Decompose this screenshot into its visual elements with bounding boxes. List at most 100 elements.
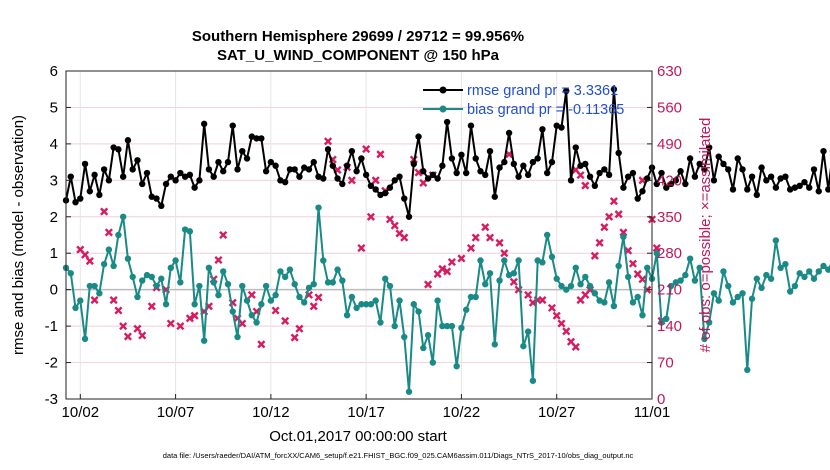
obs-marker: [419, 178, 428, 187]
bias-point: [539, 259, 546, 266]
bias-point: [134, 293, 141, 301]
rmse-point: [372, 186, 379, 193]
rmse-point: [624, 173, 632, 180]
obs-marker-stroke: [571, 165, 580, 174]
bias-point: [367, 301, 375, 308]
bias-point: [158, 275, 165, 282]
bias-point: [548, 253, 556, 261]
x-tick-label: 10/22: [443, 404, 481, 421]
bias-point: [234, 333, 241, 341]
obs-marker: [471, 233, 480, 242]
rmse-point: [458, 151, 465, 159]
bias-point: [462, 306, 470, 313]
bias-point: [248, 311, 256, 319]
rmse-point: [353, 168, 360, 175]
bias-point: [739, 290, 746, 297]
rmse-point: [72, 199, 79, 206]
obs-marker: [400, 233, 409, 242]
rmse-point: [443, 118, 451, 126]
rmse-point: [524, 171, 532, 179]
bias-point: [167, 264, 175, 271]
rmse-point: [129, 166, 136, 173]
bias-point: [815, 268, 822, 275]
rmse-point: [196, 177, 203, 184]
obs-marker-stroke: [214, 255, 223, 265]
bias-point: [277, 268, 284, 275]
bias-point: [296, 293, 303, 301]
obs-marker-stroke: [466, 243, 476, 253]
bias-point: [215, 291, 222, 299]
rmse-point: [272, 162, 279, 169]
obs-marker: [257, 340, 266, 349]
obs-marker: [133, 324, 142, 333]
x-axis-label: Oct.01,2017 00:00:00 start: [269, 428, 447, 445]
obs-marker: [500, 249, 509, 258]
rmse-point: [744, 186, 751, 193]
obs-marker-stroke: [571, 342, 580, 351]
rmse-point: [224, 158, 232, 166]
obs-marker: [495, 238, 504, 247]
right-y-tick-label: 140: [657, 318, 682, 335]
bias-point: [586, 282, 594, 290]
bias-point: [825, 266, 830, 273]
rmse-point: [691, 173, 699, 180]
right-y-tick-label: 490: [657, 136, 682, 153]
rmse-point: [534, 155, 541, 162]
rmse-point: [567, 177, 575, 184]
obs-marker: [109, 296, 118, 305]
obs-marker-stroke: [581, 181, 590, 190]
rmse-point: [391, 177, 398, 184]
x-axis: 10/02 10/07 10/12 10/17 10/22 10/27 11/01: [62, 394, 670, 421]
bias-point: [329, 279, 336, 286]
rmse-point: [639, 188, 646, 195]
rmse-point: [601, 166, 608, 173]
left-y-axis: -3 -2 -1 0 1 2 3 4 5 6: [45, 63, 71, 408]
rmse-point: [243, 155, 251, 162]
bias-point: [563, 286, 570, 293]
obs-marker: [290, 333, 299, 342]
rmse-point: [810, 166, 818, 173]
rmse-point: [453, 169, 460, 177]
rmse-point: [81, 160, 89, 168]
rmse-point: [100, 166, 108, 173]
bias-point: [77, 297, 84, 304]
bias-point: [372, 297, 379, 304]
bias-point: [453, 363, 460, 370]
bias-point: [624, 273, 632, 281]
rmse-point: [586, 173, 594, 180]
rmse-point: [486, 147, 494, 155]
bias-point: [148, 273, 155, 281]
rmse-point: [682, 180, 689, 188]
obs-marker-stroke: [371, 176, 380, 185]
obs-marker-stroke: [524, 290, 533, 299]
rmse-point: [815, 188, 822, 195]
bias-point: [348, 293, 356, 301]
rmse-point: [291, 166, 298, 173]
rmse-point: [758, 164, 765, 171]
bias-point: [520, 342, 527, 350]
obs-marker: [652, 243, 661, 253]
obs-marker: [590, 251, 599, 260]
bias-point: [510, 270, 518, 277]
right-y-tick-label: 560: [657, 99, 682, 116]
bias-point: [210, 279, 217, 286]
rmse-point: [605, 171, 613, 179]
bias-point: [710, 290, 718, 297]
bias-point: [682, 271, 689, 279]
bias-point: [529, 377, 537, 384]
obs-marker: [347, 176, 356, 185]
bias-point: [267, 297, 275, 304]
bias-point: [467, 293, 475, 301]
bias-point: [172, 257, 179, 264]
rmse-point: [162, 180, 170, 188]
right-y-axis-label: # of obs: o=possible; ×=assimilated: [697, 118, 714, 353]
bias-point: [315, 204, 322, 211]
left-y-tick-label: -3: [45, 391, 58, 408]
bias-point: [358, 301, 365, 308]
obs-marker-stroke: [366, 212, 375, 221]
bias-point: [686, 255, 694, 262]
bias-point: [715, 297, 722, 304]
obs-marker: [614, 210, 623, 219]
obs-marker-stroke: [509, 277, 518, 286]
data-file-footnote: data file: /Users/raeder/DAI/ATM_forcXX/…: [163, 451, 634, 460]
